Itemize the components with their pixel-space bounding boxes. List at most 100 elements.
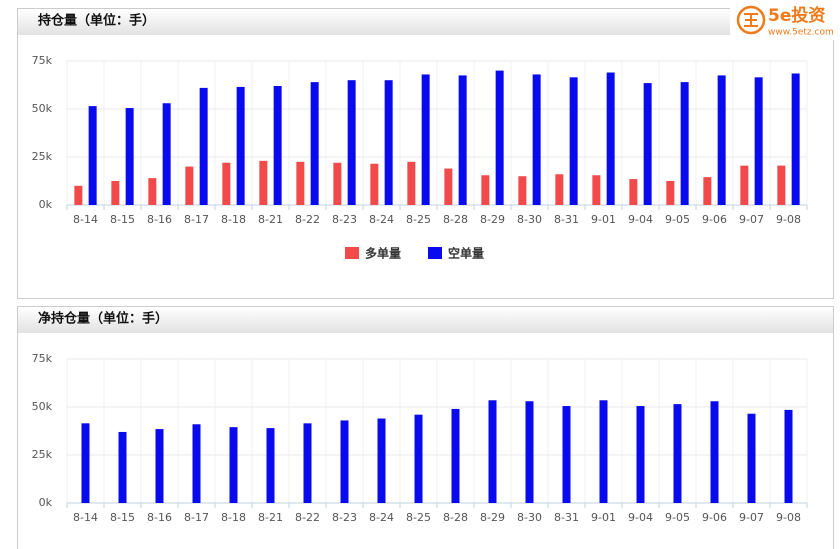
legend-label: 空单量: [448, 246, 484, 261]
bar: [495, 70, 504, 205]
x-tick-label: 8-28: [443, 511, 468, 524]
x-tick-label: 8-22: [295, 213, 320, 226]
x-tick-label: 9-04: [628, 511, 653, 524]
x-tick-label: 9-05: [665, 511, 690, 524]
legend-swatch: [345, 247, 359, 259]
x-tick-label: 8-21: [258, 213, 283, 226]
x-tick-label: 9-05: [665, 213, 690, 226]
y-tick-label: 0k: [39, 198, 53, 211]
bar: [680, 82, 689, 205]
x-tick-label: 9-01: [591, 213, 616, 226]
bar: [518, 176, 527, 205]
x-tick-label: 9-04: [628, 213, 653, 226]
y-tick-label: 50k: [32, 400, 53, 413]
bar: [717, 75, 726, 206]
legend-label: 多单量: [365, 246, 401, 261]
logo-url: www.5etz.com: [768, 28, 834, 38]
x-tick-label: 8-17: [184, 511, 209, 524]
x-tick-label: 8-15: [110, 213, 135, 226]
x-tick-label: 8-23: [332, 213, 357, 226]
bar: [340, 420, 349, 503]
panel-header: [18, 307, 833, 333]
logo-icon: [736, 5, 766, 35]
legend-swatch: [428, 247, 442, 259]
bar: [377, 418, 386, 503]
bar: [185, 166, 194, 205]
bar: [148, 178, 157, 205]
bar: [111, 181, 120, 205]
x-tick-label: 8-29: [480, 511, 505, 524]
x-tick-label: 8-29: [480, 213, 505, 226]
bar: [259, 160, 268, 205]
bar: [777, 165, 786, 205]
bar: [555, 174, 564, 205]
bar: [481, 175, 490, 205]
bar: [125, 108, 134, 205]
bar: [407, 161, 416, 205]
bar: [562, 406, 571, 503]
y-tick-label: 25k: [32, 448, 53, 461]
bar: [333, 162, 342, 205]
x-tick-label: 8-22: [295, 511, 320, 524]
bar: [599, 400, 608, 503]
bar: [296, 161, 305, 205]
bar: [414, 414, 423, 503]
bar: [303, 423, 312, 503]
bar: [629, 179, 638, 205]
x-tick-label: 8-23: [332, 511, 357, 524]
bar: [421, 74, 430, 205]
y-tick-label: 0k: [39, 496, 53, 509]
x-tick-label: 8-24: [369, 511, 394, 524]
bar: [451, 408, 460, 503]
bar: [740, 165, 749, 205]
x-tick-label: 8-16: [147, 213, 172, 226]
bar: [236, 86, 245, 205]
x-tick-label: 8-25: [406, 213, 431, 226]
bar: [606, 72, 615, 206]
bar: [569, 77, 578, 205]
y-tick-label: 50k: [32, 102, 53, 115]
chart-title: 持仓量（单位：手）: [38, 13, 155, 29]
x-tick-label: 8-18: [221, 511, 246, 524]
bar: [266, 428, 275, 503]
x-tick-label: 8-28: [443, 213, 468, 226]
x-tick-label: 9-06: [702, 511, 727, 524]
x-tick-label: 8-14: [73, 511, 98, 524]
y-tick-label: 75k: [32, 352, 53, 365]
x-tick-label: 8-18: [221, 213, 246, 226]
panel: [17, 306, 834, 549]
bar: [532, 74, 541, 205]
bar: [525, 401, 534, 503]
bar: [458, 75, 467, 206]
bar: [229, 427, 238, 503]
bar: [643, 83, 652, 205]
bar: [747, 413, 756, 503]
bar: [666, 181, 675, 205]
bar: [636, 406, 645, 503]
bar: [784, 409, 793, 503]
bar: [673, 404, 682, 503]
bar: [710, 401, 719, 503]
bar: [155, 429, 164, 503]
x-tick-label: 8-16: [147, 511, 172, 524]
bar: [703, 177, 712, 205]
bar: [754, 77, 763, 205]
x-tick-label: 8-17: [184, 213, 209, 226]
x-tick-label: 8-21: [258, 511, 283, 524]
x-tick-label: 8-30: [517, 213, 542, 226]
panel-header: [18, 9, 833, 35]
bar: [444, 168, 453, 205]
x-tick-label: 8-15: [110, 511, 135, 524]
y-tick-label: 25k: [32, 150, 53, 163]
bar: [118, 431, 127, 503]
bar: [370, 163, 379, 205]
logo-icon: [744, 13, 758, 27]
x-tick-label: 8-31: [554, 213, 579, 226]
x-tick-label: 9-07: [739, 511, 764, 524]
bar: [791, 73, 800, 205]
y-tick-label: 75k: [32, 54, 53, 67]
bar: [74, 185, 83, 205]
x-tick-label: 8-31: [554, 511, 579, 524]
bar: [199, 87, 208, 205]
